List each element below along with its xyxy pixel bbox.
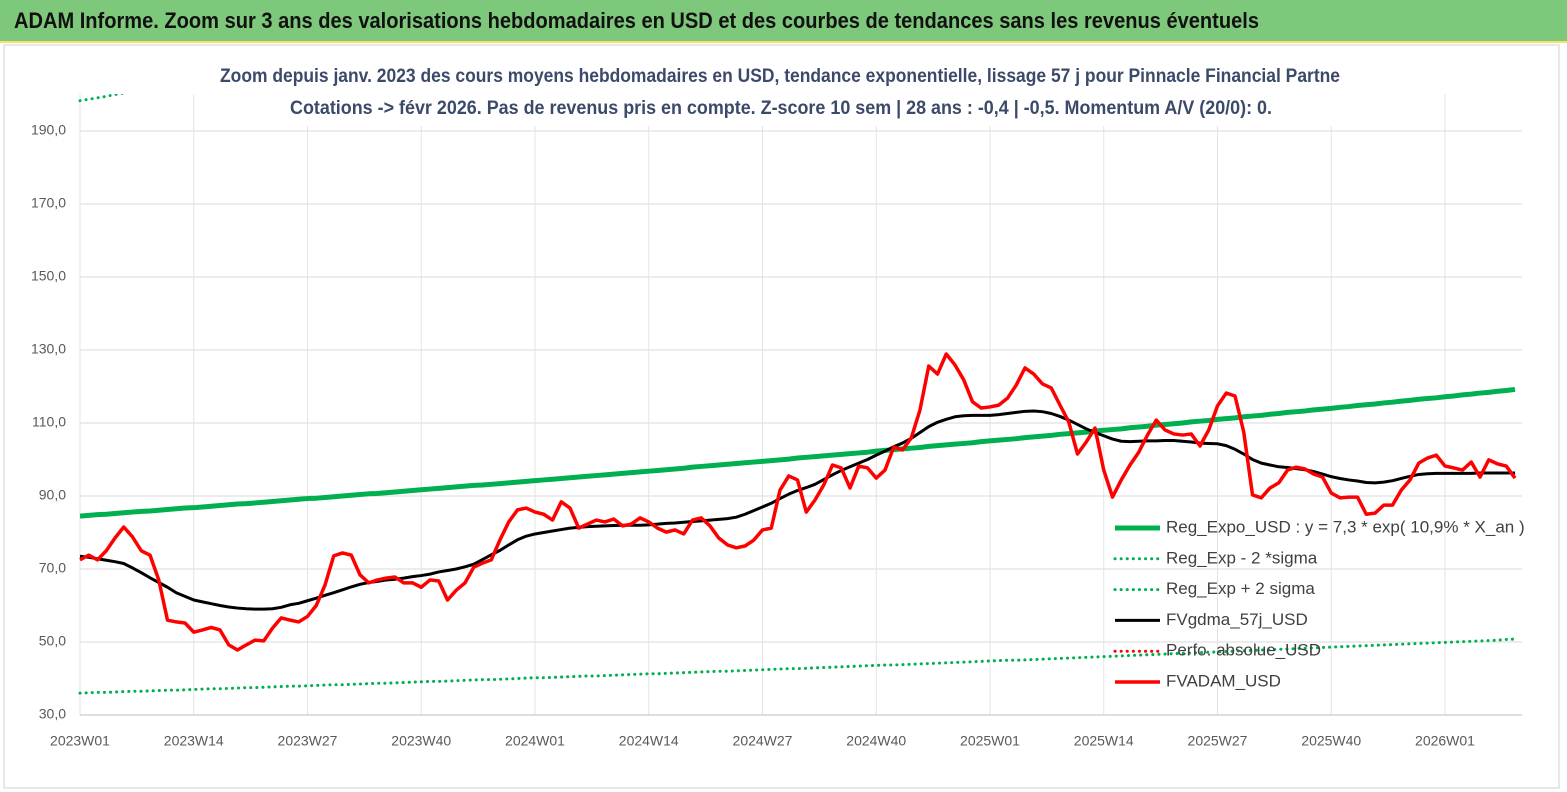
x-tick-label: 2025W27 [1188,733,1248,749]
x-tick-label: 2024W14 [619,733,679,749]
y-tick-label: 110,0 [32,414,66,430]
y-tick-label: 50,0 [39,633,66,649]
chart-title: Zoom depuis janv. 2023 des cours moyens … [220,66,1340,87]
x-tick-label: 2024W40 [846,733,906,749]
y-tick-label: 190,0 [31,122,66,138]
x-tick-label: 2024W27 [733,733,793,749]
chart-frame [3,44,1560,789]
legend-label: Reg_Exp + 2 sigma [1166,579,1315,598]
chart-subtitle: Cotations -> févr 2026. Pas de revenus p… [290,98,1272,119]
y-tick-label: 130,0 [31,341,66,357]
legend-label: FVgdma_57j_USD [1166,610,1308,629]
legend-label: FVADAM_USD [1166,671,1281,690]
series-line [78,637,1517,695]
legend: Reg_Expo_USD : y = 7,3 * exp( 10,9% * X_… [1113,517,1525,690]
legend-label: Reg_Exp - 2 *sigma [1166,548,1318,567]
y-tick-label: 150,0 [31,268,66,284]
series-line [79,386,1516,519]
legend-label: Perfo. absolue_USD [1166,641,1321,660]
y-tick-label: 70,0 [39,560,66,576]
series-line [79,352,1517,652]
x-tick-label: 2025W01 [960,733,1020,749]
x-tick-label: 2023W40 [391,733,451,749]
y-tick-label: 30,0 [39,706,66,722]
grid [79,94,1522,716]
x-tick-label: 2024W01 [505,733,565,749]
header-bar [0,0,1567,42]
x-tick-label: 2025W40 [1301,733,1361,749]
y-tick-label: 90,0 [39,487,66,503]
x-tick-label: 2023W01 [50,733,110,749]
title-backdrop [214,60,1348,126]
x-tick-label: 2023W14 [164,733,224,749]
axes: 30,0 50,0 70,0 90,0 110,0 130,0 150,0 170,0 190,… [31,122,1522,749]
x-tick-label: 2026W01 [1415,733,1475,749]
x-tick-label: 2025W14 [1074,733,1134,749]
x-tick-label: 2023W27 [278,733,338,749]
plot-area [78,94,1517,695]
legend-label: Reg_Expo_USD : y = 7,3 * exp( 10,9% * X_… [1166,517,1525,536]
header-title: ADAM Informe. Zoom sur 3 ans des valoris… [14,8,1259,33]
y-tick-label: 170,0 [31,195,66,211]
